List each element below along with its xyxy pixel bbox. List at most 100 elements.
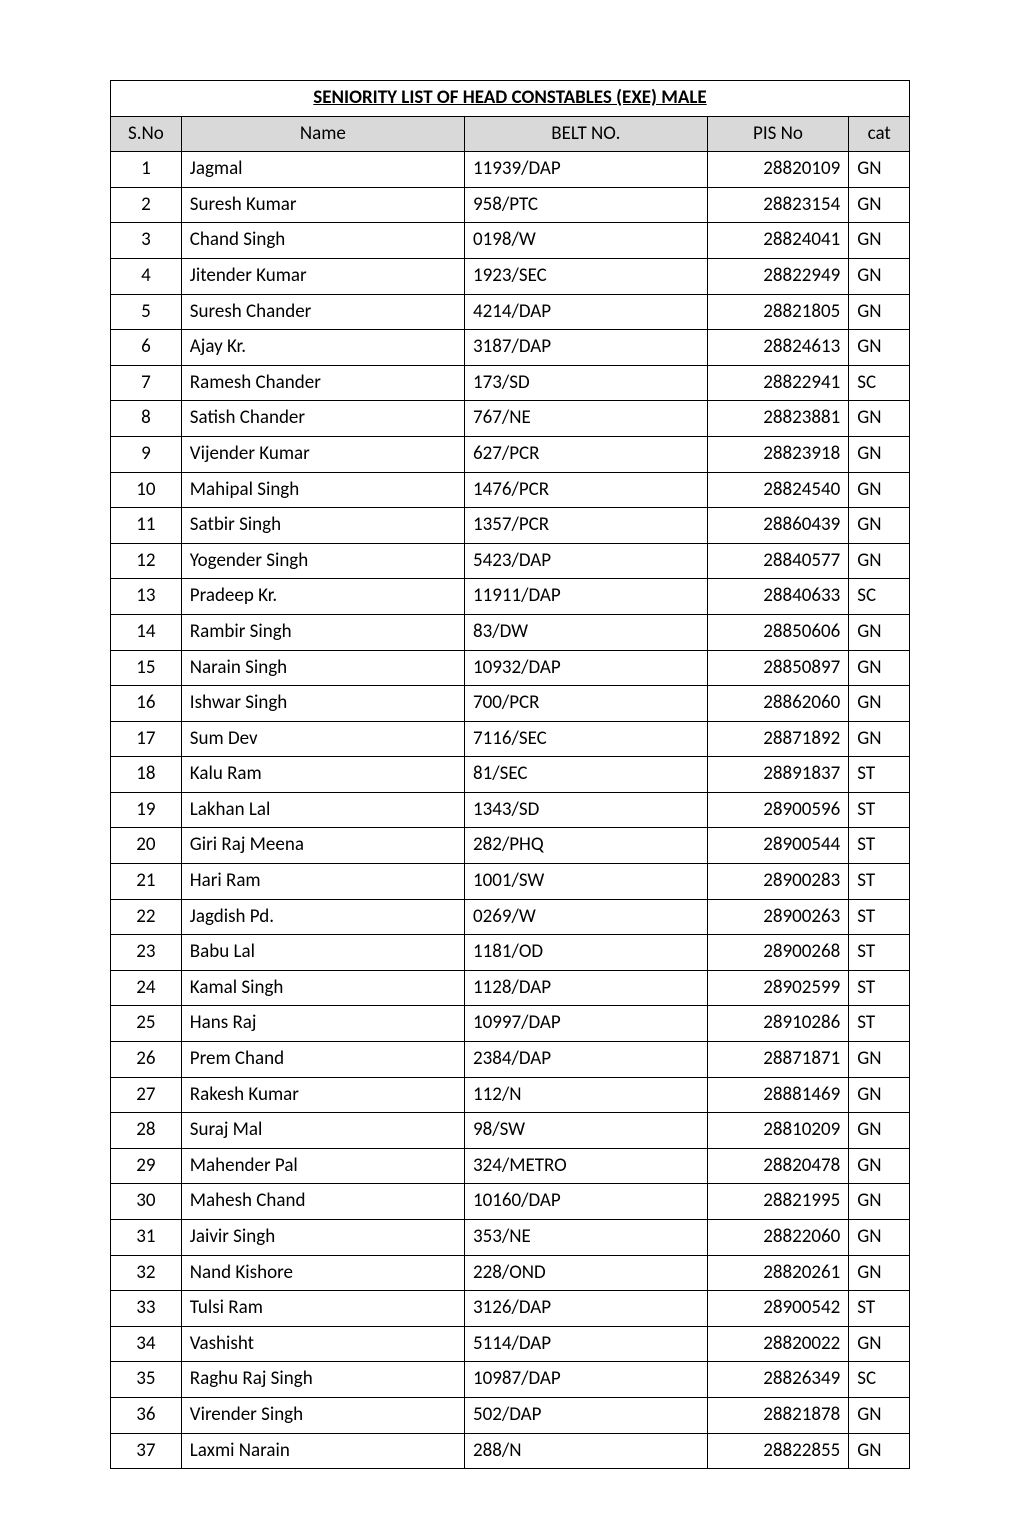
cell-pis: 28824613	[707, 330, 849, 366]
cell-name: Mahender Pal	[181, 1148, 464, 1184]
cell-cat: GN	[849, 1042, 910, 1078]
cell-sno: 7	[111, 365, 182, 401]
cell-pis: 28824041	[707, 223, 849, 259]
cell-cat: GN	[849, 258, 910, 294]
cell-pis: 28822855	[707, 1433, 849, 1469]
table-row: 9Vijender Kumar627/PCR28823918GN	[111, 436, 910, 472]
table-row: 6Ajay Kr.3187/DAP28824613GN	[111, 330, 910, 366]
cell-belt: 112/N	[464, 1077, 707, 1113]
cell-name: Suraj Mal	[181, 1113, 464, 1149]
cell-cat: ST	[849, 828, 910, 864]
cell-sno: 16	[111, 686, 182, 722]
cell-sno: 32	[111, 1255, 182, 1291]
table-row: 24Kamal Singh1128/DAP28902599ST	[111, 970, 910, 1006]
cell-name: Giri Raj Meena	[181, 828, 464, 864]
cell-belt: 10987/DAP	[464, 1362, 707, 1398]
table-row: 19Lakhan Lal1343/SD28900596ST	[111, 792, 910, 828]
table-row: 34Vashisht5114/DAP28820022GN	[111, 1326, 910, 1362]
cell-name: Suresh Chander	[181, 294, 464, 330]
cell-belt: 353/NE	[464, 1220, 707, 1256]
cell-belt: 228/OND	[464, 1255, 707, 1291]
cell-cat: GN	[849, 508, 910, 544]
table-row: 16Ishwar Singh700/PCR28862060GN	[111, 686, 910, 722]
cell-name: Tulsi Ram	[181, 1291, 464, 1327]
cell-sno: 17	[111, 721, 182, 757]
cell-cat: ST	[849, 1291, 910, 1327]
table-row: 13Pradeep Kr.11911/DAP28840633SC	[111, 579, 910, 615]
cell-name: Yogender Singh	[181, 543, 464, 579]
table-row: 7Ramesh Chander173/SD28822941SC	[111, 365, 910, 401]
cell-name: Pradeep Kr.	[181, 579, 464, 615]
cell-sno: 6	[111, 330, 182, 366]
cell-sno: 24	[111, 970, 182, 1006]
cell-cat: ST	[849, 1006, 910, 1042]
cell-belt: 1923/SEC	[464, 258, 707, 294]
page: SENIORITY LIST OF HEAD CONSTABLES (EXE) …	[0, 0, 1020, 1529]
cell-pis: 28881469	[707, 1077, 849, 1113]
cell-cat: GN	[849, 650, 910, 686]
cell-cat: GN	[849, 1113, 910, 1149]
cell-sno: 11	[111, 508, 182, 544]
cell-pis: 28900268	[707, 935, 849, 971]
cell-belt: 1128/DAP	[464, 970, 707, 1006]
cell-belt: 1476/PCR	[464, 472, 707, 508]
cell-cat: GN	[849, 1255, 910, 1291]
cell-belt: 5423/DAP	[464, 543, 707, 579]
cell-pis: 28822060	[707, 1220, 849, 1256]
cell-sno: 12	[111, 543, 182, 579]
cell-sno: 27	[111, 1077, 182, 1113]
cell-belt: 10160/DAP	[464, 1184, 707, 1220]
cell-belt: 83/DW	[464, 614, 707, 650]
cell-cat: GN	[849, 543, 910, 579]
table-row: 33Tulsi Ram3126/DAP28900542ST	[111, 1291, 910, 1327]
cell-sno: 21	[111, 864, 182, 900]
table-row: 18Kalu Ram81/SEC28891837ST	[111, 757, 910, 793]
cell-cat: SC	[849, 365, 910, 401]
cell-sno: 10	[111, 472, 182, 508]
cell-cat: GN	[849, 187, 910, 223]
table-row: 14Rambir Singh83/DW28850606GN	[111, 614, 910, 650]
table-row: 4Jitender Kumar1923/SEC28822949GN	[111, 258, 910, 294]
cell-sno: 35	[111, 1362, 182, 1398]
cell-sno: 18	[111, 757, 182, 793]
cell-belt: 502/DAP	[464, 1397, 707, 1433]
cell-belt: 767/NE	[464, 401, 707, 437]
cell-sno: 33	[111, 1291, 182, 1327]
table-row: 23Babu Lal1181/OD28900268ST	[111, 935, 910, 971]
cell-pis: 28820261	[707, 1255, 849, 1291]
cell-sno: 14	[111, 614, 182, 650]
cell-name: Prem Chand	[181, 1042, 464, 1078]
table-title: SENIORITY LIST OF HEAD CONSTABLES (EXE) …	[111, 81, 910, 117]
cell-name: Satbir Singh	[181, 508, 464, 544]
cell-sno: 29	[111, 1148, 182, 1184]
cell-name: Hari Ram	[181, 864, 464, 900]
table-row: 26Prem Chand2384/DAP28871871GN	[111, 1042, 910, 1078]
cell-name: Ajay Kr.	[181, 330, 464, 366]
cell-sno: 34	[111, 1326, 182, 1362]
cell-pis: 28900542	[707, 1291, 849, 1327]
cell-name: Jagmal	[181, 152, 464, 188]
table-row: 30Mahesh Chand10160/DAP28821995GN	[111, 1184, 910, 1220]
cell-cat: SC	[849, 579, 910, 615]
cell-pis: 28822941	[707, 365, 849, 401]
cell-belt: 4214/DAP	[464, 294, 707, 330]
cell-belt: 1001/SW	[464, 864, 707, 900]
cell-belt: 7116/SEC	[464, 721, 707, 757]
table-row: 12Yogender Singh5423/DAP28840577GN	[111, 543, 910, 579]
cell-pis: 28820109	[707, 152, 849, 188]
cell-belt: 10997/DAP	[464, 1006, 707, 1042]
table-row: 2Suresh Kumar958/PTC28823154GN	[111, 187, 910, 223]
cell-pis: 28826349	[707, 1362, 849, 1398]
cell-name: Laxmi Narain	[181, 1433, 464, 1469]
cell-sno: 20	[111, 828, 182, 864]
cell-pis: 28900263	[707, 899, 849, 935]
header-cat: cat	[849, 116, 910, 152]
cell-belt: 288/N	[464, 1433, 707, 1469]
cell-sno: 2	[111, 187, 182, 223]
header-belt: BELT NO.	[464, 116, 707, 152]
cell-sno: 25	[111, 1006, 182, 1042]
cell-pis: 28900283	[707, 864, 849, 900]
cell-cat: GN	[849, 686, 910, 722]
cell-sno: 15	[111, 650, 182, 686]
table-row: 5Suresh Chander4214/DAP28821805GN	[111, 294, 910, 330]
